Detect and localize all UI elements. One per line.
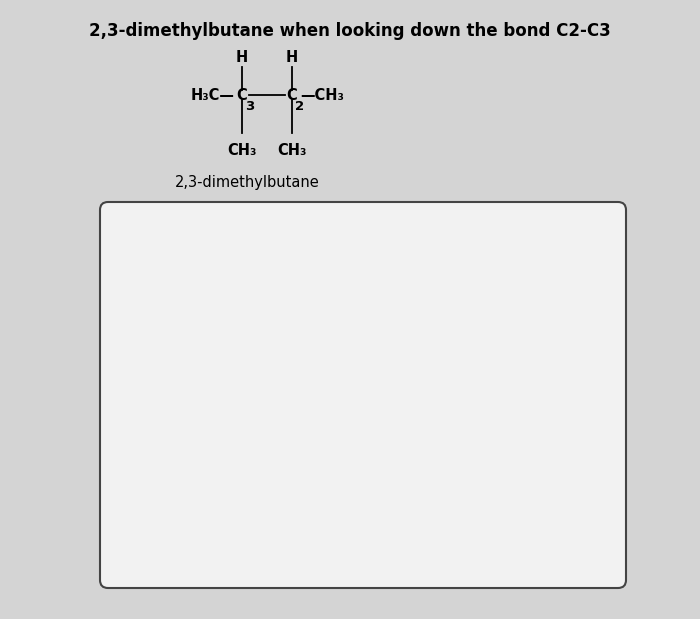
Text: C: C	[237, 87, 247, 103]
Text: —CH₃: —CH₃	[300, 87, 344, 103]
Text: CH₃: CH₃	[228, 143, 257, 158]
Text: H₃C—: H₃C—	[190, 87, 234, 103]
Text: 2: 2	[295, 100, 304, 113]
Text: CH₃: CH₃	[277, 143, 307, 158]
FancyBboxPatch shape	[100, 202, 626, 588]
Text: C: C	[286, 87, 297, 103]
Text: 3: 3	[245, 100, 254, 113]
Text: H: H	[286, 50, 298, 65]
Text: H: H	[236, 50, 248, 65]
Text: 2,3-dimethylbutane when looking down the bond C2-C3: 2,3-dimethylbutane when looking down the…	[89, 22, 611, 40]
Text: 2,3-dimethylbutane: 2,3-dimethylbutane	[175, 175, 320, 190]
